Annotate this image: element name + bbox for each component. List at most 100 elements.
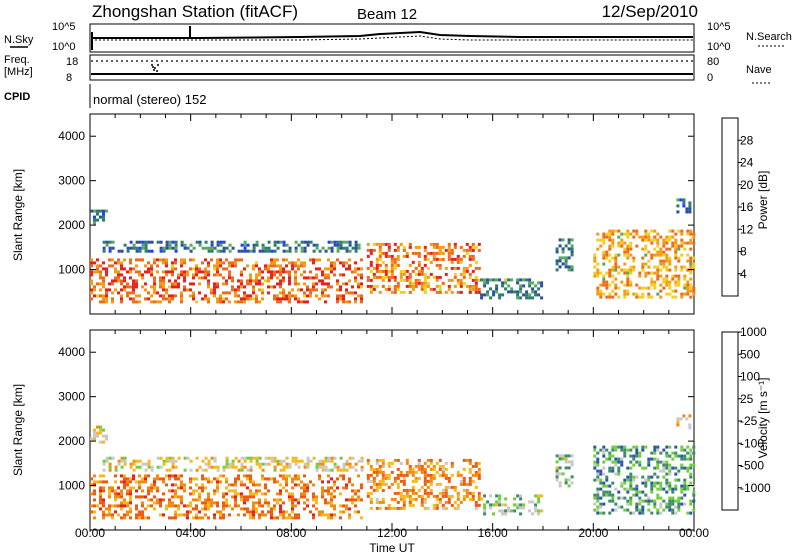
velocity-cell bbox=[303, 465, 307, 469]
power-cell bbox=[608, 247, 612, 251]
power-cell bbox=[668, 292, 672, 296]
power-cell bbox=[537, 287, 541, 291]
power-cell bbox=[629, 247, 633, 251]
power-cell bbox=[638, 235, 642, 239]
velocity-cell bbox=[216, 504, 219, 508]
power-cell bbox=[204, 270, 207, 274]
velocity-cell bbox=[489, 506, 493, 510]
velocity-cell bbox=[189, 477, 192, 481]
power-cell bbox=[471, 257, 475, 261]
power-cell bbox=[381, 251, 385, 255]
velocity-cell bbox=[426, 485, 430, 489]
power-cell bbox=[688, 207, 692, 211]
velocity-cell bbox=[171, 489, 174, 493]
velocity-cell bbox=[423, 497, 427, 501]
velocity-cell bbox=[246, 498, 249, 502]
velocity-cell bbox=[144, 480, 147, 484]
velocity-cell bbox=[489, 503, 493, 507]
power-cell bbox=[665, 277, 669, 281]
velocity-cell bbox=[279, 510, 282, 514]
power-cell bbox=[686, 232, 690, 236]
power-cell bbox=[534, 293, 538, 297]
power-cell bbox=[408, 281, 412, 285]
power-cell bbox=[608, 295, 612, 299]
velocity-cell bbox=[596, 472, 600, 476]
velocity-cell bbox=[327, 486, 330, 490]
power-cell bbox=[605, 256, 609, 260]
colorbar-tick-label: 4 bbox=[740, 267, 747, 281]
power-cell bbox=[93, 215, 96, 219]
velocity-cell bbox=[375, 497, 379, 501]
power-cell bbox=[531, 290, 535, 294]
power-cell bbox=[674, 265, 678, 269]
velocity-cell bbox=[602, 448, 606, 452]
velocity-cell bbox=[195, 489, 198, 493]
velocity-cell bbox=[213, 465, 217, 469]
velocity-cell bbox=[159, 501, 162, 505]
velocity-cell bbox=[93, 437, 96, 441]
power-cell bbox=[210, 243, 214, 247]
velocity-cell bbox=[641, 511, 645, 515]
velocity-cell bbox=[102, 489, 105, 493]
power-cell bbox=[462, 275, 466, 279]
power-cell bbox=[276, 258, 279, 262]
velocity-cell bbox=[659, 451, 663, 455]
power-cell bbox=[602, 262, 606, 266]
velocity-cell bbox=[599, 472, 603, 476]
velocity-cell bbox=[671, 457, 675, 461]
power-cell bbox=[665, 292, 669, 296]
velocity-cell bbox=[150, 468, 154, 472]
velocity-cell bbox=[258, 489, 261, 493]
velocity-cell bbox=[423, 473, 427, 477]
velocity-cell bbox=[111, 456, 115, 460]
velocity-cell bbox=[228, 513, 231, 517]
velocity-cell bbox=[342, 504, 345, 508]
power-cell bbox=[683, 286, 687, 290]
power-cell bbox=[450, 290, 454, 294]
velocity-cell bbox=[417, 476, 421, 480]
velocity-cell bbox=[201, 489, 204, 493]
velocity-cell bbox=[129, 486, 132, 490]
power-cell bbox=[650, 241, 654, 245]
power-cell bbox=[468, 275, 472, 279]
velocity-cell bbox=[686, 457, 690, 461]
power-cell bbox=[144, 243, 148, 247]
velocity-cell bbox=[174, 495, 177, 499]
velocity-cell bbox=[676, 423, 680, 427]
velocity-cell bbox=[641, 481, 645, 485]
power-cell bbox=[653, 265, 657, 269]
power-cell bbox=[285, 294, 288, 298]
power-cell bbox=[662, 259, 666, 263]
velocity-cell bbox=[234, 489, 237, 493]
velocity-cell bbox=[653, 448, 657, 452]
velocity-cell bbox=[465, 488, 469, 492]
power-cell bbox=[474, 290, 478, 294]
velocity-cell bbox=[231, 465, 235, 469]
velocity-cell bbox=[246, 510, 249, 514]
power-cell bbox=[93, 270, 96, 274]
colorbar-tick-label: 1000 bbox=[740, 325, 767, 339]
power-cell bbox=[623, 295, 627, 299]
power-cell bbox=[683, 274, 687, 278]
velocity-cell bbox=[369, 473, 373, 477]
velocity-cell bbox=[632, 511, 636, 515]
velocity-cell bbox=[629, 484, 633, 488]
velocity-cell bbox=[291, 516, 294, 520]
power-cell bbox=[249, 294, 252, 298]
velocity-cell bbox=[671, 451, 675, 455]
power-cell bbox=[438, 290, 442, 294]
velocity-cell bbox=[680, 487, 684, 491]
power-cell bbox=[153, 291, 156, 295]
power-cell bbox=[420, 269, 424, 273]
velocity-cell bbox=[369, 491, 373, 495]
power-cell bbox=[674, 274, 678, 278]
power-cell bbox=[393, 284, 397, 288]
power-cell bbox=[468, 290, 472, 294]
velocity-cell bbox=[402, 494, 406, 498]
power-cell bbox=[186, 288, 189, 292]
power-cell bbox=[611, 238, 615, 242]
power-cell bbox=[111, 246, 115, 250]
velocity-cell bbox=[171, 516, 174, 520]
power-cell bbox=[120, 294, 123, 298]
velocity-cell bbox=[483, 506, 487, 510]
